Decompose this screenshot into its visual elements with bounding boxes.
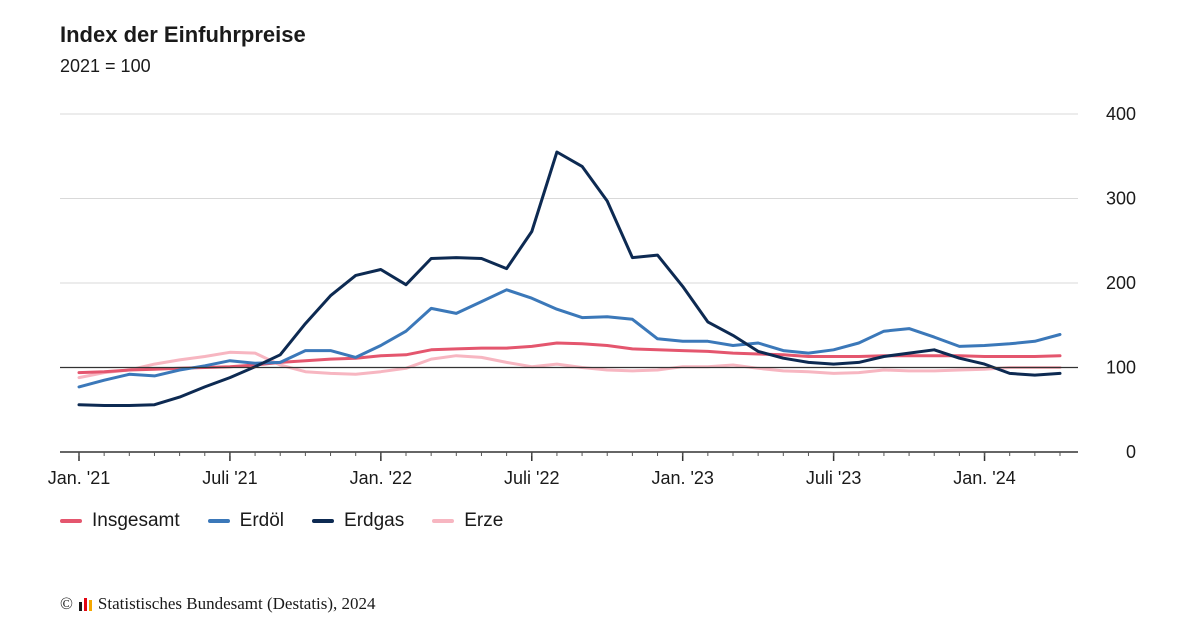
x-tick-label: Juli '22 xyxy=(504,468,559,488)
legend-swatch xyxy=(60,519,82,523)
legend-label: Insgesamt xyxy=(92,510,180,531)
y-tick-label: 100 xyxy=(1106,358,1136,378)
legend: Insgesamt Erdöl Erdgas Erze xyxy=(60,510,503,532)
legend-label: Erdöl xyxy=(239,510,285,531)
source-footer: © Statistisches Bundesamt (Destatis), 20… xyxy=(60,594,376,614)
x-tick-label: Jan. '22 xyxy=(350,468,412,488)
y-tick-label: 300 xyxy=(1106,189,1136,209)
legend-swatch xyxy=(312,519,335,523)
legend-label: Erdgas xyxy=(344,510,405,531)
x-tick-label: Juli '23 xyxy=(806,468,861,488)
series-lines xyxy=(60,150,1078,407)
source-text: Statistisches Bundesamt (Destatis), 2024 xyxy=(97,594,376,613)
series-line-erze xyxy=(77,350,1062,380)
series-line-erdöl xyxy=(77,288,1062,389)
y-tick-label: 0 xyxy=(1126,442,1136,462)
y-tick-label: 200 xyxy=(1106,273,1136,293)
destatis-logo-icon xyxy=(78,597,92,611)
legend-item: Erdgas xyxy=(312,510,404,532)
legend-item: Erdöl xyxy=(207,510,285,532)
legend-item: Insgesamt xyxy=(60,510,180,532)
y-axis-tick-labels: 0 100 200 300 400 xyxy=(1106,104,1136,462)
y-tick-label: 400 xyxy=(1106,104,1136,124)
copyright-symbol: © xyxy=(60,594,73,613)
x-axis: Jan. '21 Juli '21 Jan. '22 Juli '22 Jan. '23… xyxy=(48,452,1061,488)
legend-item: Erze xyxy=(432,510,503,532)
chart-subtitle: 2021 = 100 xyxy=(60,56,151,76)
chart-title: Index der Einfuhrpreise xyxy=(60,22,306,47)
legend-swatch xyxy=(432,519,455,523)
legend-label: Erze xyxy=(464,510,504,531)
series-line-insgesamt xyxy=(77,341,1062,375)
gridlines xyxy=(60,113,1078,453)
x-tick-label: Jan. '24 xyxy=(953,468,1015,488)
x-tick-label: Juli '21 xyxy=(202,468,257,488)
series-line-erdgas xyxy=(77,150,1062,407)
legend-swatch xyxy=(207,519,230,523)
x-tick-label: Jan. '23 xyxy=(651,468,713,488)
line-chart: 0 100 200 300 400 Jan. '21 Juli '21 Jan. '22 Ju… xyxy=(48,104,1136,488)
x-tick-label: Jan. '21 xyxy=(48,468,110,488)
